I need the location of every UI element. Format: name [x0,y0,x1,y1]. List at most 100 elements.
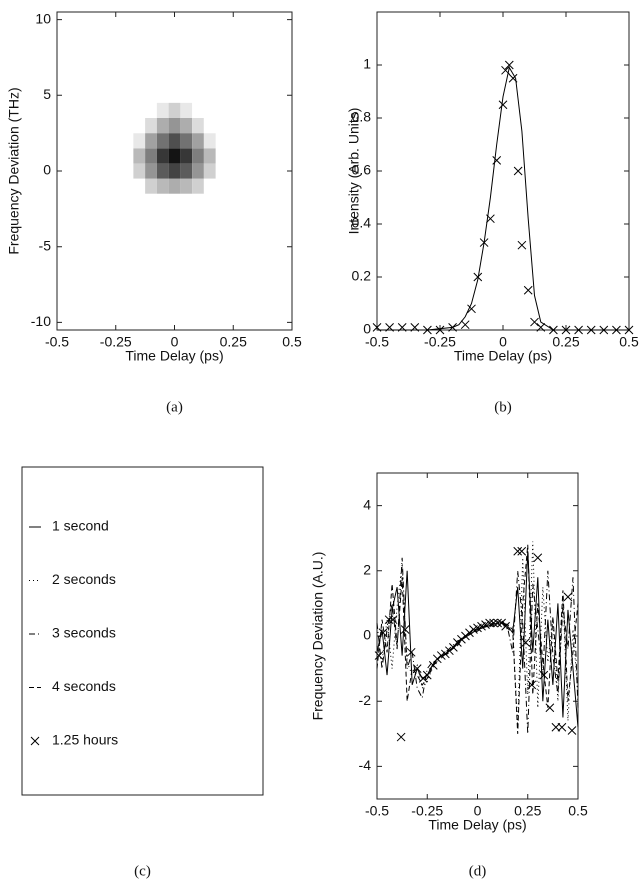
y-tick-label: 0.2 [352,268,372,284]
heat-cell [180,163,193,179]
y-tick-label: 5 [43,86,51,102]
heat-cell [168,163,181,179]
y-tick-label: 4 [363,496,371,512]
x-tick-label: 0.5 [568,803,588,819]
data-point [388,615,398,625]
data-point [492,156,502,165]
data-point [453,638,462,647]
data-point [549,325,558,335]
y-tick-label: 2 [363,562,371,578]
legend-label: 1 second [52,518,109,534]
data-line [377,66,629,331]
caption: (a) [166,399,183,415]
data-point [435,325,445,335]
heat-cell [145,148,157,164]
data-point [504,60,514,70]
data-point [489,618,498,628]
y-axis-label: Frequency Deviation (THz) [6,87,22,254]
data-point [378,628,388,638]
data-point [397,322,407,332]
legend-label: 2 seconds [52,571,116,587]
data-point [448,322,457,332]
data-point [372,322,382,332]
data-point [574,325,583,335]
data-point [501,621,510,631]
y-tick-label: 0 [43,162,51,178]
data-point [449,643,458,652]
heat-cell [203,163,216,179]
data-point [384,615,394,625]
heat-cell [133,178,146,194]
heat-cell [203,133,216,149]
data-point [486,214,495,224]
data-point [508,73,518,83]
data-line [376,544,579,734]
data-point [485,618,494,628]
heat-cell [180,148,193,164]
heat-cell [203,148,216,164]
data-point [513,546,523,556]
legend-label: 3 seconds [52,625,116,641]
data-point [561,325,571,335]
data-point [517,546,527,556]
data-point [501,65,510,75]
y-axis-label: Frequency Deviation (A.U.) [310,552,326,721]
heat-cell [192,148,204,164]
data-point [563,592,573,602]
data-point [536,322,546,332]
heat-cell [133,133,146,149]
heat-cell [168,178,181,194]
data-point [479,238,489,247]
heat-cell [133,118,146,134]
heat-cell [192,178,204,194]
x-tick-label: -0.25 [424,334,456,350]
y-tick-label: 0 [363,627,371,643]
x-tick-label: -0.5 [45,334,69,350]
y-tick-label: 0.4 [352,215,372,231]
x-axis-label: Time Delay (ps) [125,348,223,364]
heat-cell [168,133,181,149]
heat-cell [145,133,157,149]
data-point [498,100,508,110]
heat-cell [180,118,193,134]
x-tick-label: -0.25 [411,803,443,819]
data-point [612,325,621,335]
x-tick-label: 0 [499,334,507,350]
data-point [423,325,432,335]
data-point [457,634,466,644]
x-tick-label: -0.5 [365,334,389,350]
data-point [527,680,537,690]
x-tick-label: 0.5 [619,334,639,350]
data-point [410,322,420,332]
heat-cell [168,148,181,164]
heat-cell [192,163,204,179]
data-point [624,325,634,335]
heat-cell [133,148,146,164]
y-axis-label: Intensity (Arb. Units) [346,108,362,235]
data-point [523,285,533,295]
data-point [440,649,450,659]
data-point [513,166,523,176]
data-point [586,325,596,335]
legend-label: 4 seconds [52,678,116,694]
heat-cell [156,102,169,118]
data-point [539,670,549,680]
x-tick-label: -0.5 [365,803,389,819]
heat-cell [156,163,169,179]
x-tick-label: 0 [474,803,482,819]
heat-cell [168,118,181,134]
heat-cell [133,163,146,179]
data-point [412,664,422,673]
plot-frame [376,11,630,331]
caption: (d) [469,863,487,879]
heat-cell [180,133,193,149]
data-point [567,726,577,735]
heat-cell [203,102,216,118]
heat-cell [192,118,204,134]
data-point [422,670,432,680]
data-point [385,322,394,332]
data-point [445,646,454,656]
heat-cell [156,118,169,134]
data-point [374,651,384,660]
